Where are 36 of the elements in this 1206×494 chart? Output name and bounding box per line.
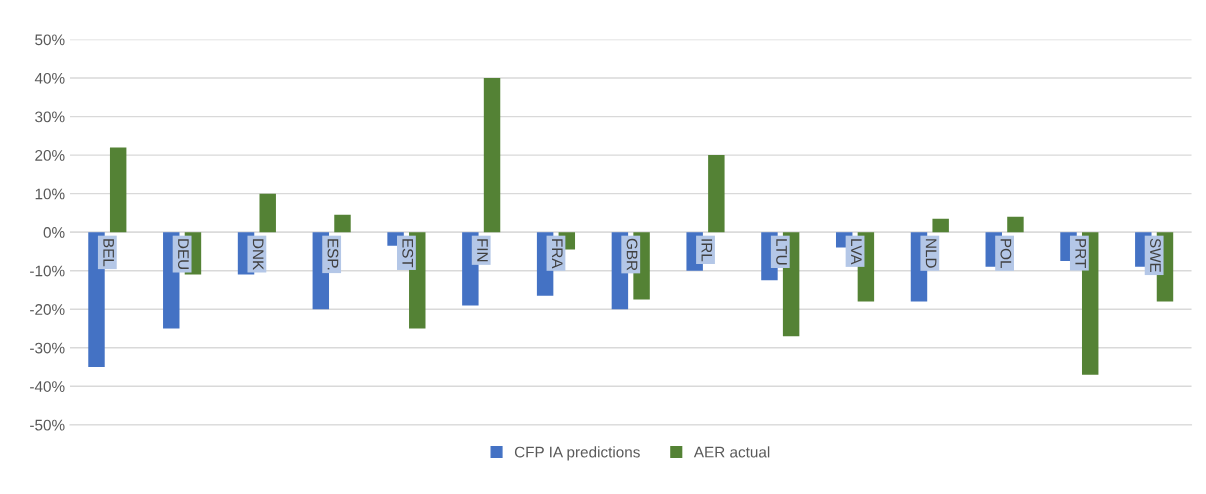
x-tick-label: ESP. <box>327 239 339 270</box>
bar <box>708 155 725 233</box>
bar <box>334 214 351 233</box>
x-tick-label: DEU <box>178 239 189 270</box>
x-tick-label: POL <box>1000 239 1012 269</box>
y-tick-label: -20% <box>30 304 65 315</box>
y-tick-label: -40% <box>30 381 65 392</box>
y-tick-label: 0% <box>43 227 65 238</box>
x-tick-label: SWE <box>1150 238 1161 273</box>
legend-label: CFP IA predictions <box>514 446 640 461</box>
x-tick-label: EST <box>402 239 414 268</box>
legend-label: AER actual <box>693 446 770 458</box>
x-tick-label: LTU <box>776 239 787 265</box>
bar <box>932 218 949 233</box>
x-tick-label: IRL <box>701 239 713 262</box>
x-tick-label: FIN <box>477 239 488 262</box>
bar <box>88 232 105 368</box>
bar <box>109 147 127 233</box>
x-tick-label: NLD <box>925 239 937 268</box>
x-tick-label: DNK <box>252 239 264 271</box>
y-tick-label: -10% <box>30 265 65 277</box>
y-tick-label: 30% <box>35 111 65 123</box>
x-tick-label: BEL <box>103 239 114 267</box>
y-tick-label: 20% <box>35 149 65 161</box>
y-tick-label: -30% <box>30 342 65 354</box>
y-tick-label: 40% <box>34 72 65 84</box>
bar <box>259 193 276 233</box>
bar <box>483 78 501 233</box>
y-tick-label: 50% <box>35 34 65 46</box>
x-tick-label: LVA <box>851 239 862 265</box>
y-tick-label: 10% <box>35 188 65 200</box>
y-tick-label: -50% <box>30 419 65 431</box>
x-tick-label: FRA <box>552 239 563 269</box>
x-tick-label: PRT <box>1075 239 1086 268</box>
x-tick-label: GBR <box>626 238 638 271</box>
bar <box>1007 216 1024 233</box>
